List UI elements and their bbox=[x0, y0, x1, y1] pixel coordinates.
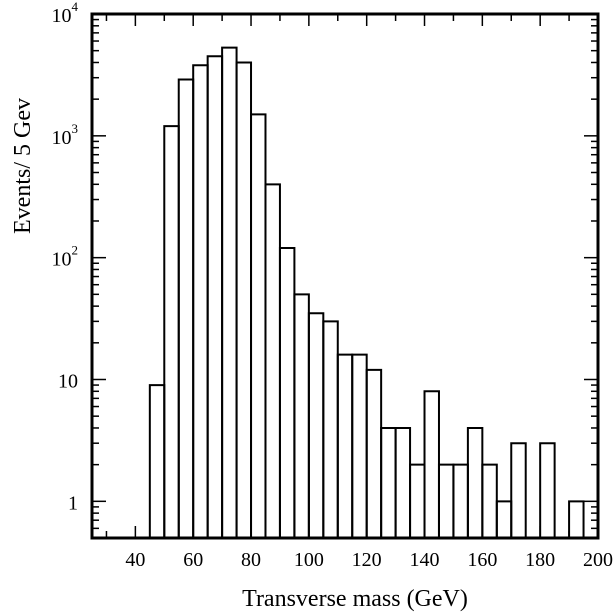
histogram-bin bbox=[250, 113, 267, 538]
histogram-bin bbox=[163, 125, 180, 538]
histogram-bin bbox=[206, 55, 224, 538]
histogram-bin bbox=[495, 500, 513, 538]
x-tick-label: 200 bbox=[583, 549, 613, 571]
histogram-bin bbox=[568, 500, 585, 538]
histogram-bin bbox=[510, 442, 527, 538]
histogram-bin bbox=[148, 384, 166, 538]
histogram-bin bbox=[409, 463, 426, 538]
x-tick-label: 180 bbox=[525, 549, 555, 571]
histogram-bin bbox=[380, 426, 397, 538]
y-tick-label: 1 bbox=[68, 492, 78, 514]
histogram-bin bbox=[264, 183, 281, 538]
y-axis-title: Events/ 5 Gev bbox=[10, 98, 36, 234]
x-tick-label: 140 bbox=[410, 549, 440, 571]
histogram-bin bbox=[466, 426, 484, 538]
histogram-bin bbox=[192, 64, 209, 538]
histogram-bin bbox=[394, 426, 412, 538]
histogram-bin bbox=[481, 463, 498, 538]
histogram-bin bbox=[177, 78, 195, 538]
histogram-bin bbox=[322, 320, 339, 538]
histogram-bin bbox=[293, 293, 310, 538]
histogram-bins bbox=[148, 46, 585, 538]
x-tick-labels: 40 60 80 100 120 140 160 180 200 bbox=[125, 549, 613, 571]
histogram-bin bbox=[452, 463, 469, 538]
x-axis-title: Transverse mass (GeV) bbox=[242, 586, 468, 612]
plot-frame bbox=[90, 12, 600, 540]
x-tick-label: 40 bbox=[125, 549, 145, 571]
y-tick-label: 103 bbox=[52, 121, 79, 149]
x-tick-label: 100 bbox=[294, 549, 324, 571]
x-tick-label: 160 bbox=[467, 549, 497, 571]
histogram-bin bbox=[351, 353, 368, 538]
histogram-bin bbox=[278, 247, 296, 538]
x-tick-label: 60 bbox=[183, 549, 203, 571]
histogram-bin bbox=[336, 353, 354, 538]
histogram-bin bbox=[539, 442, 556, 538]
y-tick-label: 104 bbox=[52, 0, 79, 27]
histogram-bin bbox=[221, 46, 238, 538]
histogram-bin bbox=[423, 390, 440, 538]
axis-ticks bbox=[92, 13, 599, 539]
y-tick-label: 102 bbox=[52, 243, 79, 271]
histogram-bin bbox=[365, 368, 383, 538]
y-tick-label: 10 bbox=[58, 370, 78, 392]
x-tick-label: 80 bbox=[241, 549, 261, 571]
histogram-bin bbox=[307, 312, 325, 538]
x-tick-label: 120 bbox=[352, 549, 382, 571]
histogram-bin bbox=[235, 61, 253, 538]
y-tick-labels: 1 10 102 103 104 bbox=[52, 0, 79, 514]
histogram-bin bbox=[437, 463, 455, 538]
